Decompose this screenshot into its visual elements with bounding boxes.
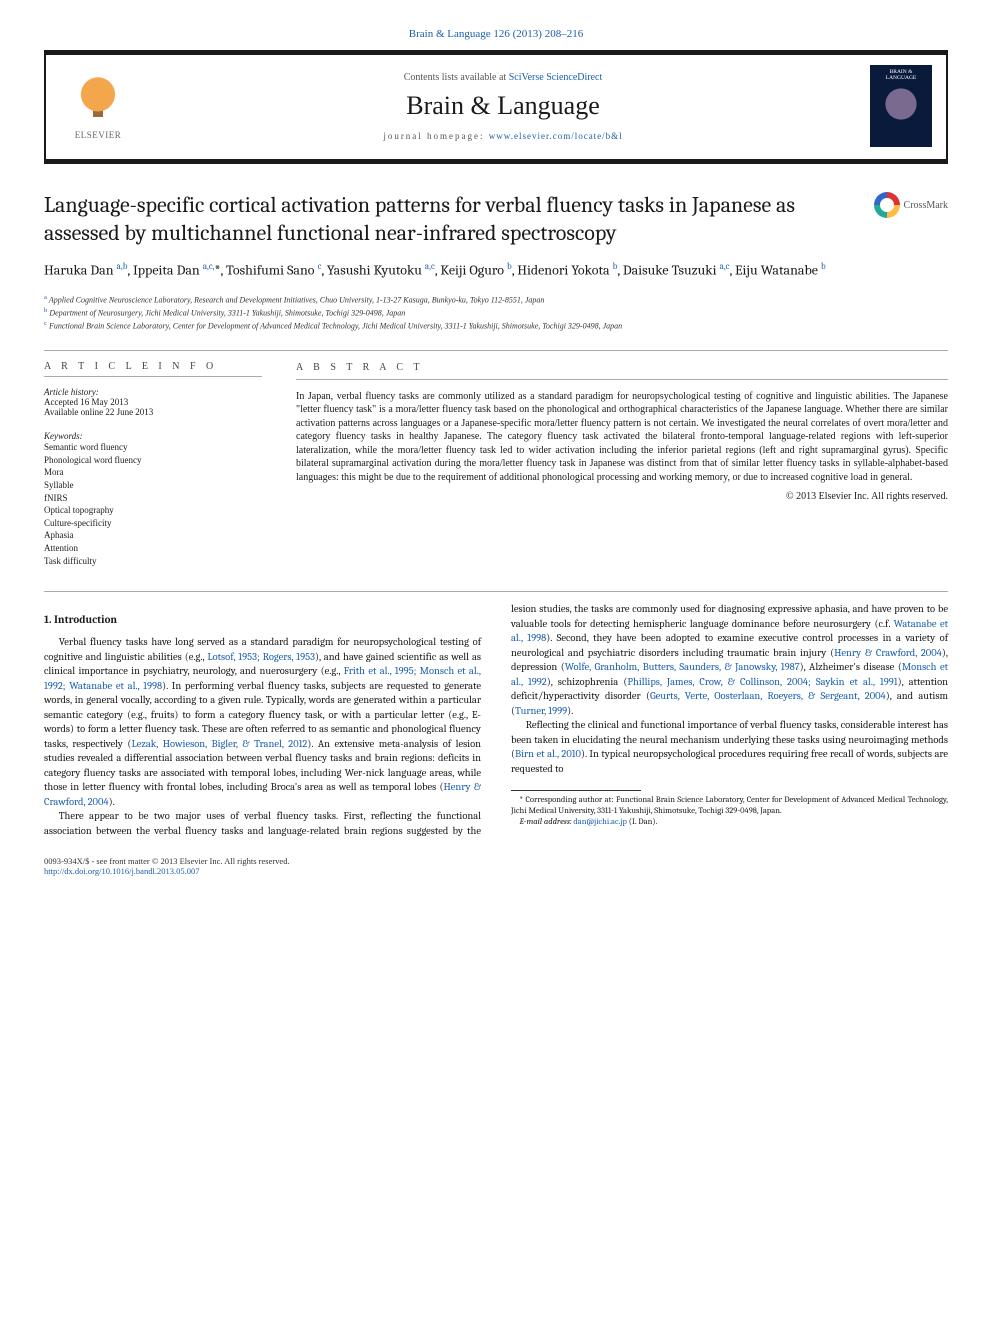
section-rule <box>44 350 948 351</box>
header-center: Contents lists available at SciVerse Sci… <box>136 72 870 141</box>
keyword: Task difficulty <box>44 555 262 568</box>
history-label: Article history: <box>44 387 262 397</box>
citation-link[interactable]: Geurts, Verte, Oosterlaan, Roeyers, & Se… <box>650 690 886 702</box>
citation-link[interactable]: Wolfe, Granholm, Butters, Saunders, & Ja… <box>565 661 800 673</box>
corr-author-text: * Corresponding author at: Functional Br… <box>511 795 948 817</box>
crossmark-label: CrossMark <box>904 200 948 211</box>
page: Brain & Language 126 (2013) 208–216 ELSE… <box>0 0 992 916</box>
elsevier-logo: ELSEVIER <box>60 72 136 140</box>
citation-link[interactable]: Phillips, James, Crow, & Collinson, 2004… <box>627 676 897 688</box>
elsevier-tree-icon <box>70 72 126 128</box>
section-heading: 1. Introduction <box>44 612 481 627</box>
citation-link[interactable]: Turner, 1999 <box>515 705 567 717</box>
email-label: E-mail address: <box>520 817 574 827</box>
keyword: Semantic word fluency <box>44 441 262 454</box>
keyword: Phonological word fluency <box>44 454 262 467</box>
abstract: A B S T R A C T In Japan, verbal fluency… <box>296 361 948 567</box>
affiliation: a Applied Cognitive Neuroscience Laborat… <box>44 293 948 306</box>
body-paragraph: Reflecting the clinical and functional i… <box>511 718 948 776</box>
page-footer: 0093-934X/$ - see front matter © 2013 El… <box>44 856 948 876</box>
homepage-prefix: journal homepage: <box>383 131 488 141</box>
keyword: Mora <box>44 466 262 479</box>
title-row: Language-specific cortical activation pa… <box>44 192 948 247</box>
journal-reference: Brain & Language 126 (2013) 208–216 <box>44 28 948 40</box>
citation-link[interactable]: Birn et al., 2010 <box>515 748 581 760</box>
journal-header: ELSEVIER Contents lists available at Sci… <box>44 50 948 164</box>
keyword: Optical topography <box>44 504 262 517</box>
keywords-list: Semantic word fluencyPhonological word f… <box>44 441 262 567</box>
homepage-line: journal homepage: www.elsevier.com/locat… <box>136 131 870 141</box>
crossmark-icon <box>874 192 900 218</box>
accepted-date: Accepted 16 May 2013 <box>44 397 262 407</box>
article-info-heading: A R T I C L E I N F O <box>44 361 262 372</box>
keyword: Aphasia <box>44 529 262 542</box>
abstract-heading: A B S T R A C T <box>296 361 948 375</box>
keyword: Syllable <box>44 479 262 492</box>
sciencedirect-link[interactable]: SciVerse ScienceDirect <box>509 72 603 83</box>
section-rule <box>44 591 948 592</box>
contents-list-line: Contents lists available at SciVerse Sci… <box>136 72 870 83</box>
affiliations: a Applied Cognitive Neuroscience Laborat… <box>44 293 948 333</box>
footer-copyright: 0093-934X/$ - see front matter © 2013 El… <box>44 856 948 866</box>
keyword: fNIRS <box>44 492 262 505</box>
keyword: Culture-specificity <box>44 517 262 530</box>
online-date: Available online 22 June 2013 <box>44 407 262 417</box>
cover-brain-icon <box>882 87 920 121</box>
footnote-rule <box>511 790 641 791</box>
email-suffix: (I. Dan). <box>627 817 657 827</box>
journal-cover-thumb: BRAIN & LANGUAGE <box>870 65 932 147</box>
info-abstract-row: A R T I C L E I N F O Article history: A… <box>44 361 948 567</box>
affiliation: c Functional Brain Science Laboratory, C… <box>44 319 948 332</box>
journal-name: Brain & Language <box>136 91 870 121</box>
affiliation: b Department of Neurosurgery, Jichi Medi… <box>44 306 948 319</box>
email-link[interactable]: dan@jichi.ac.jp <box>573 817 627 827</box>
cover-title-2: LANGUAGE <box>886 75 917 81</box>
citation-link[interactable]: Lezak, Howieson, Bigler, & Tranel, 2012 <box>131 738 307 750</box>
corresponding-author-note: * Corresponding author at: Functional Br… <box>511 795 948 828</box>
abstract-copyright: © 2013 Elsevier Inc. All rights reserved… <box>296 490 948 504</box>
body-text: 1. Introduction Verbal fluency tasks hav… <box>44 602 948 838</box>
abstract-text: In Japan, verbal fluency tasks are commo… <box>296 390 948 485</box>
body-paragraph: Verbal fluency tasks have long served as… <box>44 635 481 809</box>
author-list: Haruka Dan a,b, Ippeita Dan a,c,*, Toshi… <box>44 261 948 281</box>
crossmark[interactable]: CrossMark <box>874 192 948 218</box>
citation-link[interactable]: Henry & Crawford, 2004 <box>834 647 942 659</box>
publisher-name: ELSEVIER <box>75 130 122 140</box>
journal-homepage-link[interactable]: www.elsevier.com/locate/b&l <box>489 131 623 141</box>
keyword: Attention <box>44 542 262 555</box>
article-title: Language-specific cortical activation pa… <box>44 192 856 247</box>
keywords-label: Keywords: <box>44 431 262 441</box>
doi-link[interactable]: http://dx.doi.org/10.1016/j.bandl.2013.0… <box>44 866 199 876</box>
article-info: A R T I C L E I N F O Article history: A… <box>44 361 262 567</box>
citation-link[interactable]: Lotsof, 1953; Rogers, 1953 <box>207 651 315 663</box>
contents-prefix: Contents lists available at <box>404 72 509 83</box>
